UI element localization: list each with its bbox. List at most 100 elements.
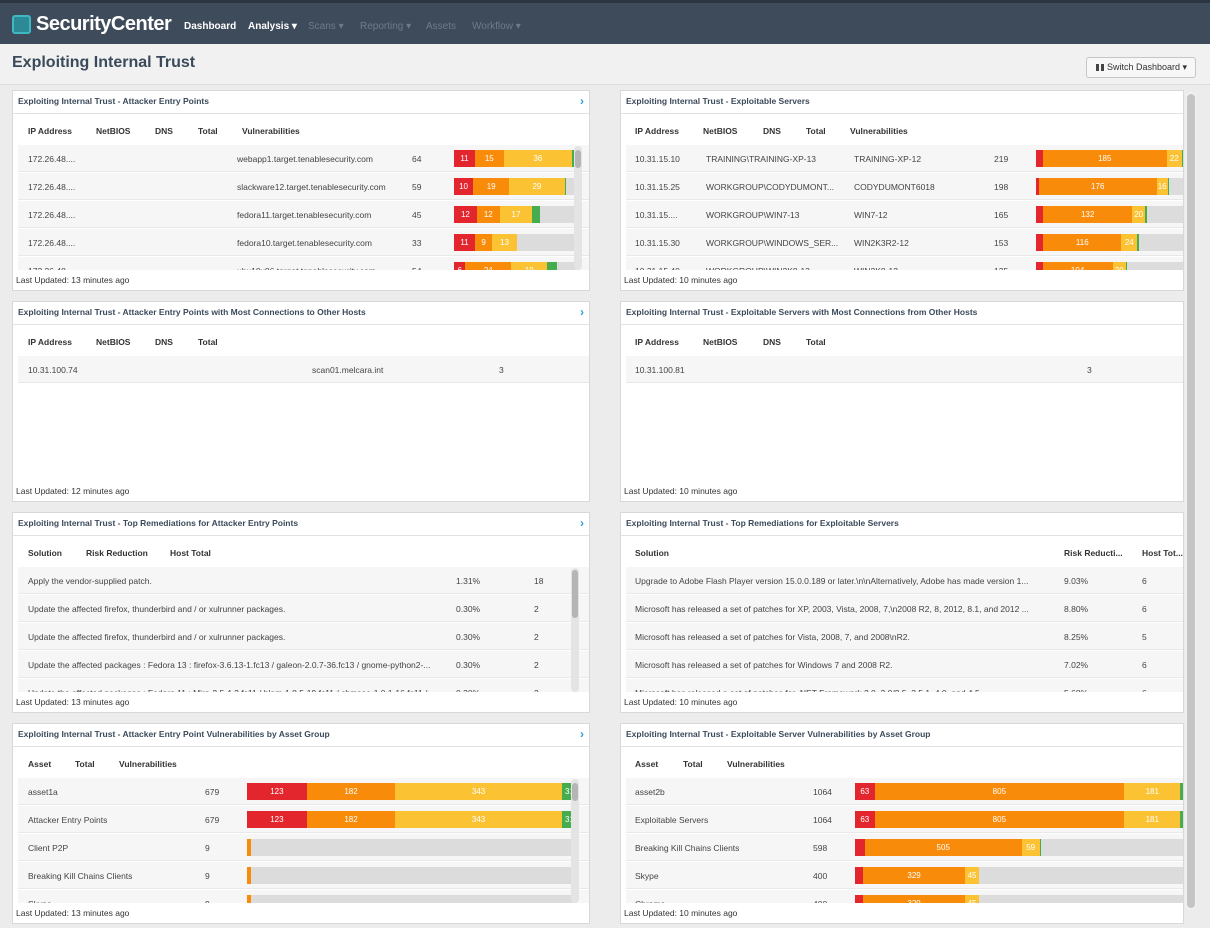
nav-item: Workflow xyxy=(472,21,521,32)
severity-segment: 17 xyxy=(499,206,533,223)
column-header: IP Address xyxy=(28,337,72,347)
column-header: DNS xyxy=(763,126,781,136)
severity-segment: 12 xyxy=(476,206,500,223)
table-row: Exploitable Servers 1064 63 805 181 xyxy=(626,805,1183,833)
severity-segment: 182 xyxy=(306,783,396,800)
table-row: Update the affected packages : Fedora 13… xyxy=(18,650,589,678)
vulnerability-bar: 63 805 181 xyxy=(855,783,1183,800)
severity-segment xyxy=(1137,234,1139,251)
expand-chevron[interactable]: › xyxy=(580,727,584,741)
vulnerability-bar: 10420 xyxy=(1036,262,1183,270)
table-cell: 10.31.15.40 xyxy=(635,266,680,270)
severity-segment xyxy=(247,867,252,884)
table-cell: fedora11.target.tenablesecurity.com xyxy=(237,210,372,220)
severity-segment: 19 xyxy=(511,262,548,270)
panel-title: Exploiting Internal Trust - Exploitable … xyxy=(621,302,1183,325)
panel-title: Exploiting Internal Trust - Exploitable … xyxy=(621,724,1183,747)
panel-scrollbar[interactable] xyxy=(571,568,579,692)
vulnerability-bar: 116 24 xyxy=(1036,234,1183,251)
table-row: Microsoft has released a set of patches … xyxy=(626,594,1183,622)
table-cell: Skype xyxy=(28,899,52,903)
table-cell: 153 xyxy=(994,238,1009,248)
table-cell: 0.30% xyxy=(456,604,481,614)
table-cell: asset1a xyxy=(28,787,58,797)
table-cell: 172.26.48.... xyxy=(28,266,75,270)
table-cell: webapp1.target.tenablesecurity.com xyxy=(237,154,373,164)
segment-label: 505 xyxy=(936,843,950,852)
table-cell: TRAINING-XP-12 xyxy=(854,154,922,164)
table-cell: CODYDUMONT6018 xyxy=(854,182,935,192)
panel-title: Exploiting Internal Trust - Exploitable … xyxy=(621,91,1183,114)
column-header: Host Total xyxy=(170,548,211,558)
table-row: 10.31.15.30 WORKGROUP\WINDOWS_SER... WIN2K… xyxy=(626,228,1183,256)
column-header: DNS xyxy=(155,126,173,136)
last-updated: Last Updated: 13 minutes ago xyxy=(16,697,130,707)
page-scrollbar[interactable] xyxy=(1186,92,1196,910)
logo[interactable]: SecurityCenter xyxy=(36,13,172,35)
vulnerability-bar: 11 15 36 xyxy=(454,150,576,167)
table-body: 10.31.100.74 scan01.melcara.int 3 xyxy=(18,355,589,481)
severity-segment: 12 xyxy=(454,206,477,223)
severity-segment xyxy=(532,206,540,223)
table-cell: Update the affected packages : Fedora 11… xyxy=(28,688,437,692)
table-cell: 400 xyxy=(813,871,828,881)
vulnerability-bar: 12 12 17 xyxy=(454,206,576,223)
severity-segment: 343 xyxy=(395,811,562,828)
table-row: 10.31.15.... WORKGROUP\WIN7-13 WIN7-12 165 1… xyxy=(626,200,1183,228)
table-cell: Microsoft has released a set of patches … xyxy=(635,660,893,670)
panel-scrollbar[interactable] xyxy=(571,779,579,903)
nav-item[interactable]: Analysis xyxy=(248,21,297,32)
segment-label: 13 xyxy=(500,238,509,247)
expand-chevron[interactable]: › xyxy=(580,94,584,108)
column-header: Vulnerabilities xyxy=(119,759,177,769)
table-row: Upgrade to Adobe Flash Player version 15… xyxy=(626,566,1183,594)
table-cell: 219 xyxy=(994,154,1009,164)
table-cell: 6 xyxy=(1142,576,1147,586)
severity-segment xyxy=(1181,150,1183,167)
column-header: Solution xyxy=(28,548,62,558)
table-body: Apply the vendor-supplied patch. 1.31% 18 U… xyxy=(18,566,589,692)
table-cell: Microsoft has released a set of patches … xyxy=(635,604,1029,614)
switch-dashboard-button[interactable]: Switch Dashboard xyxy=(1086,57,1196,78)
severity-segment: 182 xyxy=(306,811,396,828)
table-cell: 1.31% xyxy=(456,576,481,586)
severity-segment xyxy=(1167,178,1169,195)
table-cell: 172.26.48.... xyxy=(28,154,76,164)
panel: Exploiting Internal Trust - Exploitable … xyxy=(620,90,1184,291)
table-cell: 10.31.100.74 xyxy=(28,365,78,375)
table-cell: 172.26.48.... xyxy=(28,182,76,192)
table-cell: Apply the vendor-supplied patch. xyxy=(28,576,152,586)
panel-scrollbar[interactable] xyxy=(574,146,582,270)
segment-label: 31 xyxy=(565,815,574,824)
table-cell: Skype xyxy=(635,871,659,881)
segment-label: 10 xyxy=(459,182,468,191)
segment-label: 116 xyxy=(1075,238,1089,247)
table-cell: Update the affected firefox, thunderbird… xyxy=(28,632,286,642)
expand-chevron[interactable]: › xyxy=(580,516,584,530)
table-body: 172.26.48.... webapp1.target.tenablesecur… xyxy=(18,144,589,270)
table-row: 172.26.48.... slackware12.target.tenables… xyxy=(18,172,589,200)
table-body: asset2b 1064 63 805 181 Exploitable Servers 10… xyxy=(626,777,1183,903)
table-body: 10.31.15.10 TRAINING\TRAINING-XP-13 TRAINI… xyxy=(626,144,1183,270)
segment-label: 11 xyxy=(460,154,469,163)
table-row: Breaking Kill Chains Clients 598 505 59 xyxy=(626,833,1183,861)
severity-segment: 132 xyxy=(1043,206,1132,223)
expand-chevron[interactable]: › xyxy=(580,305,584,319)
table-cell: 172.26.48.... xyxy=(28,210,76,220)
panel-title: Exploiting Internal Trust - Top Remediat… xyxy=(621,513,1183,536)
severity-segment: 11 xyxy=(454,150,475,167)
severity-segment: 123 xyxy=(247,783,307,800)
table-cell: 0.30% xyxy=(456,688,480,692)
table-cell: 165 xyxy=(994,210,1009,220)
table-cell: 10.31.15.... xyxy=(635,210,678,220)
column-header: Asset xyxy=(635,759,659,769)
severity-segment: 20 xyxy=(1131,206,1146,223)
table-cell: 9 xyxy=(205,899,210,903)
nav-item[interactable]: Dashboard xyxy=(184,21,237,32)
severity-segment: 10 xyxy=(454,178,474,195)
table-cell: WORKGROUP\WINDOWS_SER... xyxy=(706,238,839,248)
segment-label: 182 xyxy=(344,815,358,824)
severity-segment: 343 xyxy=(395,783,562,800)
column-header: DNS xyxy=(155,337,173,347)
severity-segment: 63 xyxy=(855,811,875,828)
